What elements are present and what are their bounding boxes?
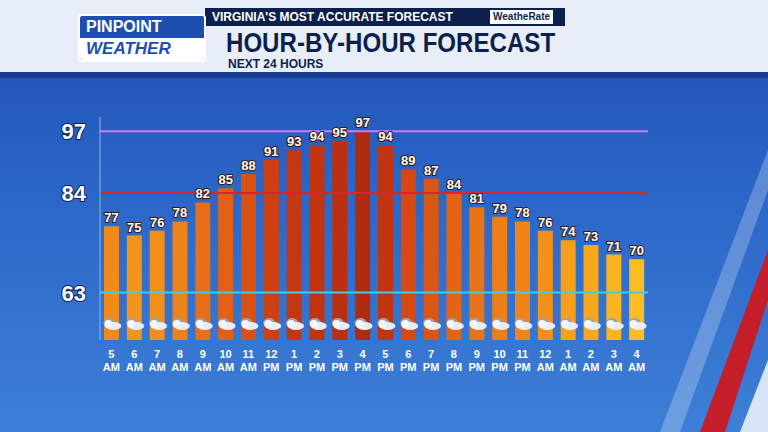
svg-text:70: 70	[629, 243, 643, 258]
svg-text:75: 75	[127, 220, 141, 235]
svg-text:81: 81	[470, 191, 484, 206]
svg-text:87: 87	[424, 163, 438, 178]
svg-text:8: 8	[451, 348, 457, 360]
svg-text:91: 91	[264, 144, 278, 159]
svg-text:77: 77	[104, 210, 118, 225]
svg-text:74: 74	[561, 224, 576, 239]
svg-text:AM: AM	[103, 361, 120, 373]
svg-text:PM: PM	[446, 361, 463, 373]
svg-text:6: 6	[131, 348, 137, 360]
svg-text:84: 84	[62, 181, 87, 206]
html-text:WEATHER: WEATHER	[86, 39, 171, 58]
svg-text:97: 97	[355, 115, 369, 130]
svg-text:PM: PM	[491, 361, 508, 373]
svg-text:PM: PM	[263, 361, 280, 373]
svg-text:84: 84	[447, 177, 462, 192]
svg-text:PM: PM	[354, 361, 371, 373]
svg-text:4: 4	[360, 348, 367, 360]
svg-text:63: 63	[62, 281, 86, 306]
svg-text:AM: AM	[149, 361, 166, 373]
svg-text:7: 7	[428, 348, 434, 360]
svg-text:10: 10	[493, 348, 505, 360]
svg-text:AM: AM	[171, 361, 188, 373]
svg-text:PM: PM	[377, 361, 394, 373]
svg-text:12: 12	[265, 348, 277, 360]
svg-text:8: 8	[177, 348, 183, 360]
svg-text:78: 78	[515, 205, 529, 220]
svg-text:11: 11	[517, 348, 529, 360]
svg-text:11: 11	[243, 348, 255, 360]
svg-text:94: 94	[310, 129, 325, 144]
html-text:WeatheRate: WeatheRate	[493, 11, 551, 22]
html-text:PINPOINT: PINPOINT	[86, 18, 162, 35]
svg-text:95: 95	[333, 125, 347, 140]
svg-text:76: 76	[538, 215, 552, 230]
svg-text:9: 9	[474, 348, 480, 360]
svg-text:7: 7	[154, 348, 160, 360]
svg-text:PM: PM	[423, 361, 440, 373]
svg-text:79: 79	[492, 201, 506, 216]
svg-text:2: 2	[588, 348, 594, 360]
svg-text:AM: AM	[537, 361, 554, 373]
svg-text:1: 1	[565, 348, 571, 360]
svg-text:2: 2	[314, 348, 320, 360]
svg-text:10: 10	[219, 348, 231, 360]
html-text:VIRGINIA'S MOST ACCURATE FOREC: VIRGINIA'S MOST ACCURATE FORECAST	[212, 10, 453, 24]
svg-text:89: 89	[401, 153, 415, 168]
svg-text:5: 5	[382, 348, 388, 360]
svg-text:78: 78	[173, 205, 187, 220]
svg-text:3: 3	[611, 348, 617, 360]
html-text:NEXT 24 HOURS: NEXT 24 HOURS	[228, 57, 324, 71]
svg-text:PM: PM	[332, 361, 349, 373]
svg-text:93: 93	[287, 134, 301, 149]
svg-text:PM: PM	[469, 361, 486, 373]
svg-text:82: 82	[196, 186, 210, 201]
svg-text:AM: AM	[240, 361, 257, 373]
svg-text:AM: AM	[126, 361, 143, 373]
svg-text:PM: PM	[286, 361, 303, 373]
svg-text:9: 9	[200, 348, 206, 360]
svg-text:88: 88	[241, 158, 255, 173]
svg-text:94: 94	[378, 129, 393, 144]
svg-text:71: 71	[607, 239, 621, 254]
svg-text:73: 73	[584, 229, 598, 244]
svg-text:AM: AM	[605, 361, 622, 373]
svg-text:PM: PM	[400, 361, 417, 373]
svg-text:PM: PM	[514, 361, 531, 373]
svg-text:1: 1	[291, 348, 297, 360]
svg-text:85: 85	[218, 172, 232, 187]
svg-text:AM: AM	[560, 361, 577, 373]
svg-text:5: 5	[108, 348, 114, 360]
html-text:HOUR-BY-HOUR FORECAST: HOUR-BY-HOUR FORECAST	[226, 27, 556, 58]
svg-text:AM: AM	[217, 361, 234, 373]
svg-text:97: 97	[62, 119, 86, 144]
svg-text:PM: PM	[309, 361, 326, 373]
svg-text:AM: AM	[628, 361, 645, 373]
svg-text:4: 4	[634, 348, 641, 360]
svg-text:AM: AM	[582, 361, 599, 373]
svg-text:12: 12	[539, 348, 551, 360]
svg-text:AM: AM	[194, 361, 211, 373]
svg-text:76: 76	[150, 215, 164, 230]
svg-text:6: 6	[405, 348, 411, 360]
svg-text:3: 3	[337, 348, 343, 360]
